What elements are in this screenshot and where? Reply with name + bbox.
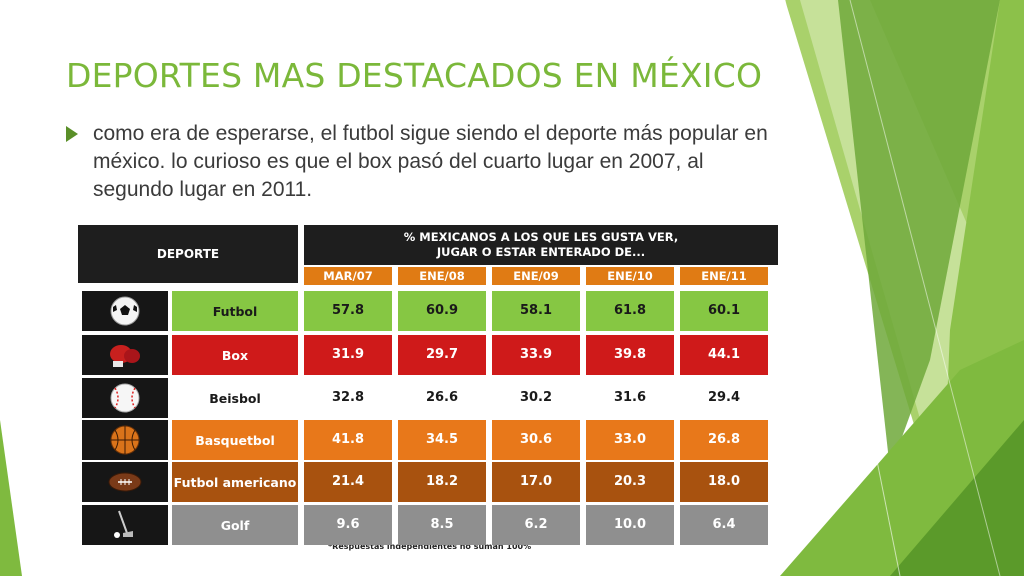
value-cell: 6.2 <box>492 505 580 545</box>
value-cell: 17.0 <box>492 462 580 502</box>
year-header: MAR/07 <box>304 267 392 285</box>
value-cell: 30.2 <box>492 378 580 418</box>
year-header: ENE/08 <box>398 267 486 285</box>
value-cell: 20.3 <box>586 462 674 502</box>
value-cell: 9.6 <box>304 505 392 545</box>
sport-name: Futbol americano <box>172 462 298 502</box>
value-cell: 34.5 <box>398 420 486 460</box>
basketball-icon <box>82 420 168 460</box>
year-header: ENE/11 <box>680 267 768 285</box>
table-row: Box 31.9 29.7 33.9 39.8 44.1 <box>78 335 778 375</box>
value-cell: 8.5 <box>398 505 486 545</box>
value-cell: 26.6 <box>398 378 486 418</box>
year-header: ENE/09 <box>492 267 580 285</box>
sport-column-header: DEPORTE <box>78 225 298 283</box>
value-cell: 32.8 <box>304 378 392 418</box>
value-cell: 29.7 <box>398 335 486 375</box>
table-header-title: % MEXICANOS A LOS QUE LES GUSTA VER, JUG… <box>304 225 778 265</box>
table-row: Beisbol 32.8 26.6 30.2 31.6 29.4 <box>78 378 778 418</box>
baseball-icon <box>82 378 168 418</box>
value-cell: 26.8 <box>680 420 768 460</box>
golf-club-icon <box>82 505 168 545</box>
bullet-text: como era de esperarse, el futbol sigue s… <box>93 122 768 201</box>
value-cell: 41.8 <box>304 420 392 460</box>
slide-title: DEPORTES MAS DESTACADOS EN MÉXICO <box>66 56 763 95</box>
value-cell: 31.9 <box>304 335 392 375</box>
value-cell: 61.8 <box>586 291 674 331</box>
bullet-arrow-icon <box>66 126 78 142</box>
value-cell: 44.1 <box>680 335 768 375</box>
value-cell: 33.9 <box>492 335 580 375</box>
sport-name: Futbol <box>172 291 298 331</box>
soccer-ball-icon <box>82 291 168 331</box>
table-row: Futbol americano 21.4 18.2 17.0 20.3 18.0 <box>78 462 778 502</box>
american-football-icon <box>82 462 168 502</box>
value-cell: 18.0 <box>680 462 768 502</box>
value-cell: 60.9 <box>398 291 486 331</box>
value-cell: 57.8 <box>304 291 392 331</box>
value-cell: 18.2 <box>398 462 486 502</box>
table-footnote: *Respuestas independientes no suman 100% <box>328 542 532 551</box>
value-cell: 60.1 <box>680 291 768 331</box>
value-cell: 30.6 <box>492 420 580 460</box>
table-header-line-2: JUGAR O ESTAR ENTERADO DE... <box>436 245 646 259</box>
sport-name: Beisbol <box>172 378 298 418</box>
sports-table: DEPORTE % MEXICANOS A LOS QUE LES GUSTA … <box>78 225 778 555</box>
value-cell: 10.0 <box>586 505 674 545</box>
table-row: Basquetbol 41.8 34.5 30.6 33.0 26.8 <box>78 420 778 460</box>
table-row: Futbol 57.8 60.9 58.1 61.8 60.1 <box>78 291 778 331</box>
value-cell: 21.4 <box>304 462 392 502</box>
value-cell: 33.0 <box>586 420 674 460</box>
value-cell: 39.8 <box>586 335 674 375</box>
boxing-glove-icon <box>82 335 168 375</box>
value-cell: 31.6 <box>586 378 674 418</box>
table-row: Golf 9.6 8.5 6.2 10.0 6.4 <box>78 505 778 545</box>
value-cell: 6.4 <box>680 505 768 545</box>
table-header-line-1: % MEXICANOS A LOS QUE LES GUSTA VER, <box>403 230 679 244</box>
year-header: ENE/10 <box>586 267 674 285</box>
value-cell: 29.4 <box>680 378 768 418</box>
sport-name: Box <box>172 335 298 375</box>
value-cell: 58.1 <box>492 291 580 331</box>
bullet-item: como era de esperarse, el futbol sigue s… <box>66 120 786 204</box>
sport-name: Basquetbol <box>172 420 298 460</box>
sport-name: Golf <box>172 505 298 545</box>
